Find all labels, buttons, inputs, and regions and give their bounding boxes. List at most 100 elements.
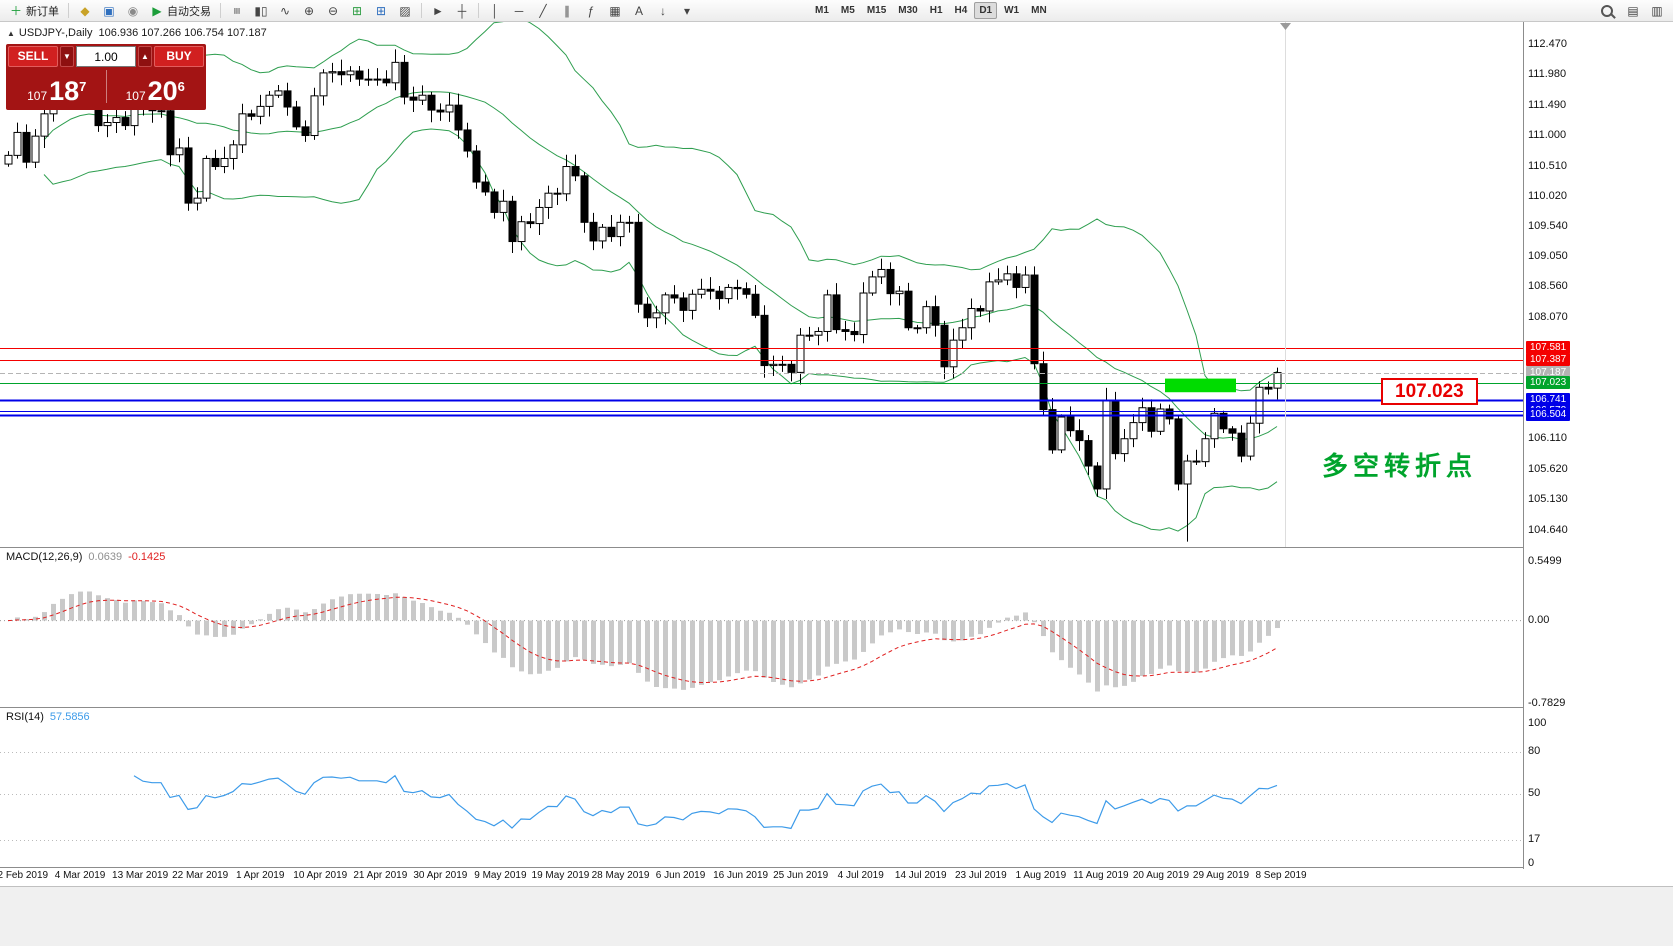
chart-symbol-title: ▲ USDJPY-,Daily 106.936 107.266 106.754 10… — [7, 27, 267, 39]
date-axis-label: 22 Mar 2019 — [172, 870, 229, 881]
timeframe-m1-button[interactable]: M1 — [815, 5, 829, 16]
objects-dropdown[interactable]: ▾ — [676, 0, 698, 21]
cursor-button[interactable]: ► — [427, 0, 449, 21]
axis-scale-label: 112.470 — [1528, 38, 1567, 50]
market-watch-button[interactable]: ▣ — [98, 0, 120, 21]
volume-up-button[interactable]: ▲ — [138, 46, 152, 67]
new-chart-button[interactable]: ▤ — [1622, 0, 1644, 21]
zoom-in-button[interactable]: ⊕ — [298, 0, 320, 21]
date-axis-label: 30 Apr 2019 — [413, 870, 468, 881]
profiles-icon: ◆ — [80, 3, 90, 18]
new-order-icon: ＋ — [9, 3, 22, 18]
axis-scale-label: 106.110 — [1528, 432, 1567, 444]
axis-scale-label: 110.510 — [1528, 160, 1567, 172]
horizontal-line-icon: ─ — [514, 3, 524, 18]
timeframe-h1-button[interactable]: H1 — [929, 5, 943, 16]
panel-separator[interactable] — [0, 707, 1578, 708]
axis-scale-label: 50 — [1528, 787, 1541, 799]
axis-scale-label: 17 — [1528, 833, 1541, 845]
bar-chart-button[interactable]: ≡ — [226, 0, 248, 21]
date-axis-label: 6 Jun 2019 — [655, 870, 706, 881]
profiles-button[interactable]: ◆ — [74, 0, 96, 21]
date-axis-label: 11 Aug 2019 — [1073, 870, 1129, 881]
macd-name: MACD(12,26,9) — [6, 551, 83, 563]
bid-big-digits: 18 — [49, 76, 80, 106]
data-window-button[interactable]: ◉ — [122, 0, 144, 21]
date-axis-label: 9 May 2019 — [474, 870, 527, 881]
trendline-button[interactable]: ╱ — [532, 0, 554, 21]
date-axis-label: 29 Aug 2019 — [1192, 870, 1250, 881]
crosshair-icon: ┼ — [457, 3, 467, 18]
axis-scale-label: 0.00 — [1528, 614, 1550, 626]
template-icon: ▨ — [399, 3, 411, 18]
axis-scale-label: 100 — [1528, 717, 1547, 729]
price-axis-separator — [1523, 22, 1524, 885]
price-line-label: 106.741 — [1526, 393, 1571, 406]
template-button[interactable]: ▨ — [394, 0, 416, 21]
rsi-indicator-label: RSI(14) 57.5856 — [6, 711, 90, 723]
ask-prefix: 107 — [125, 89, 146, 103]
date-axis-label: 4 Mar 2019 — [54, 870, 106, 881]
horizontal-line-button[interactable]: ─ — [508, 0, 530, 21]
one-click-trading-panel: SELL ▼ ▲ BUY 107 18 7 107 20 6 — [6, 44, 206, 110]
main-toolbar: ＋ 新订单 ◆ ▣ ◉ ▶ 自动交易 ≡ ▮▯ ∿ ⊕ ⊖ ⊞ ⊞ ▨ ► ┼ │ ─ ╱ ∥ ƒ ▦ A ↓ ▾ M1 M5 M15… — [0, 0, 1673, 22]
date-axis-label: 1 Apr 2019 — [236, 870, 285, 881]
timeframe-h4-button[interactable]: H4 — [954, 5, 968, 16]
axis-scale-label: 110.020 — [1528, 190, 1567, 202]
timeframe-d1-button[interactable]: D1 — [974, 2, 998, 19]
axis-scale-label: 111.490 — [1528, 99, 1567, 111]
turning-point-annotation: 多空转折点 — [1322, 451, 1478, 481]
text-button[interactable]: A — [628, 0, 650, 21]
axis-scale-label: 0.5499 — [1528, 555, 1562, 567]
indicators-button[interactable]: ⊞ — [370, 0, 392, 21]
search-button[interactable] — [1596, 0, 1620, 21]
ohlc-readout: 106.936 107.266 106.754 107.187 — [98, 27, 267, 39]
date-axis-label: 4 Jul 2019 — [837, 870, 884, 881]
ask-price: 107 20 6 — [109, 78, 203, 105]
autotrade-icon: ▶ — [152, 3, 162, 18]
oneclick-collapse-icon[interactable]: ▲ — [7, 29, 15, 38]
panel-separator — [0, 867, 1578, 868]
sell-button[interactable]: SELL — [8, 46, 58, 67]
price-callout-box[interactable]: 107.023 — [1381, 378, 1478, 405]
axis-scale-label: 109.050 — [1528, 250, 1568, 262]
vertical-line-button[interactable]: │ — [484, 0, 506, 21]
axis-scale-label: 104.640 — [1528, 524, 1568, 536]
rsi-value: 57.5856 — [49, 711, 90, 723]
line-chart-button[interactable]: ∿ — [274, 0, 296, 21]
rsi-name: RSI(14) — [6, 711, 44, 723]
candlestick-button[interactable]: ▮▯ — [250, 0, 272, 21]
crosshair-button[interactable]: ┼ — [451, 0, 473, 21]
price-line-label: 107.187 — [1526, 366, 1571, 379]
symbol-period-label: USDJPY-,Daily — [18, 27, 93, 39]
price-axis[interactable]: 112.470 111.980 111.490 111.000 110.510 110.0… — [1524, 22, 1673, 885]
timeframe-m15-button[interactable]: M15 — [866, 5, 887, 16]
chart-list-button[interactable]: ▥ — [1646, 0, 1668, 21]
volume-input[interactable] — [76, 46, 136, 67]
indicators-icon: ⊞ — [375, 3, 387, 18]
new-order-button[interactable]: ＋ 新订单 — [5, 0, 63, 21]
timeframe-mn-button[interactable]: MN — [1031, 5, 1047, 16]
vertical-line-icon: │ — [491, 3, 499, 18]
zoom-out-button[interactable]: ⊖ — [322, 0, 344, 21]
trendline-icon: ╱ — [539, 3, 547, 18]
timeframe-w1-button[interactable]: W1 — [1004, 5, 1020, 16]
date-axis-label: 16 Jun 2019 — [713, 870, 769, 881]
tile-windows-button[interactable]: ⊞ — [346, 0, 368, 21]
timeframe-m30-button[interactable]: M30 — [898, 5, 918, 16]
panel-separator[interactable] — [0, 547, 1578, 548]
ask-big-digits: 20 — [147, 76, 178, 106]
timeframe-m5-button[interactable]: M5 — [840, 5, 855, 16]
axis-scale-label: -0.7829 — [1528, 697, 1566, 709]
arrow-button[interactable]: ↓ — [652, 0, 674, 21]
volume-down-button[interactable]: ▼ — [60, 46, 74, 67]
fibonacci-button[interactable]: ƒ — [580, 0, 602, 21]
autotrade-button[interactable]: ▶ 自动交易 — [146, 0, 215, 21]
channel-button[interactable]: ∥ — [556, 0, 578, 21]
buy-button[interactable]: BUY — [154, 46, 204, 67]
shapes-button[interactable]: ▦ — [604, 0, 626, 21]
search-icon — [1601, 5, 1613, 17]
price-line-label: 106.504 — [1526, 408, 1571, 421]
